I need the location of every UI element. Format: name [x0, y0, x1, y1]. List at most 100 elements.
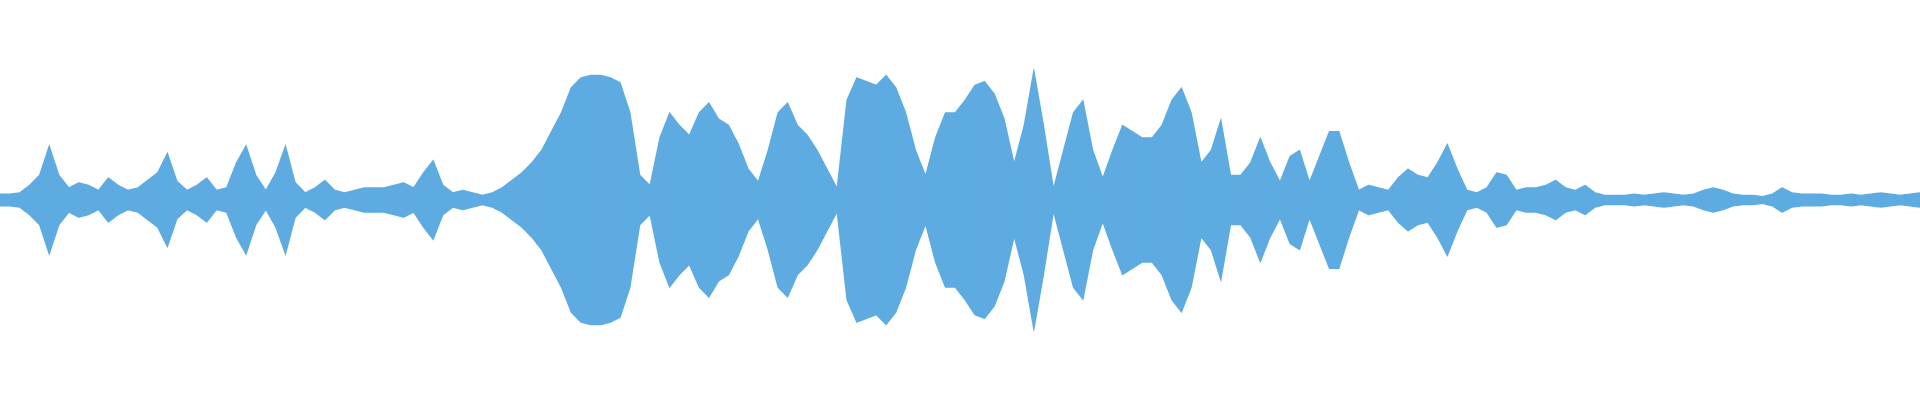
wave-segment — [1028, 68, 1040, 332]
wave-segment — [1225, 146, 1236, 254]
wave-segment — [880, 74, 892, 326]
wave-segment — [1757, 194, 1768, 206]
wave-segment — [152, 162, 163, 238]
wave-segment — [447, 188, 459, 212]
wave-segment — [1609, 194, 1620, 206]
wave-segment — [1717, 188, 1729, 212]
wave-segment — [53, 159, 65, 241]
wave-segment — [1836, 194, 1847, 206]
wave-segment — [1136, 133, 1148, 267]
wave-segment — [1127, 127, 1138, 273]
wave-segment — [63, 180, 75, 220]
wave-segment — [349, 188, 360, 212]
wave-segment — [506, 175, 518, 225]
wave-segment — [1550, 179, 1561, 221]
wave-segment — [24, 179, 35, 221]
wave-segment — [1412, 171, 1424, 229]
wave-segment — [743, 156, 754, 244]
wave-segment — [1491, 172, 1502, 228]
wave-segment — [329, 184, 340, 216]
wave-segment — [999, 106, 1010, 294]
wave-segment — [1018, 96, 1030, 304]
wave-segment — [1314, 143, 1325, 257]
wave-segment — [693, 106, 705, 294]
wave-segment — [211, 182, 222, 218]
wave-segment — [1087, 124, 1099, 276]
wave-segment — [772, 106, 784, 294]
wave-segment — [0, 193, 6, 207]
wave-segment — [1205, 134, 1217, 266]
wave-segment — [1363, 184, 1374, 216]
wave-segment — [162, 151, 173, 249]
wave-segment — [1097, 163, 1108, 237]
wave-segment — [782, 101, 793, 299]
wave-segment — [240, 144, 252, 256]
wave-segment — [1215, 118, 1227, 282]
wave-segment — [73, 182, 84, 218]
wave-segment — [1481, 178, 1492, 222]
wave-segment — [1865, 192, 1876, 208]
wave-segment — [1166, 92, 1177, 308]
wave-segment — [792, 113, 803, 287]
wave-segment — [181, 184, 193, 216]
wave-segment — [300, 186, 311, 214]
wave-segment — [1324, 130, 1335, 270]
wave-segment — [644, 161, 656, 239]
wave-segment — [1048, 156, 1059, 244]
wave-segment — [1875, 192, 1886, 208]
wave-segment — [900, 99, 912, 301]
wave-segment — [1245, 149, 1256, 251]
wave-segment — [103, 177, 114, 223]
wave-segment — [1727, 191, 1739, 209]
wave-segment — [1560, 183, 1571, 217]
wave-segment — [565, 81, 577, 319]
wave-segment — [1826, 194, 1837, 206]
wave-segment — [1520, 187, 1532, 213]
wave-segment — [920, 156, 931, 244]
wave-segment — [615, 79, 626, 321]
wave-segment — [684, 123, 695, 277]
wave-segment — [1914, 192, 1920, 208]
wave-segment — [516, 166, 528, 234]
wave-segment — [457, 189, 468, 211]
wave-segment — [752, 165, 764, 235]
wave-segment — [1678, 194, 1689, 206]
wave-segment — [1737, 194, 1748, 206]
wave-segment — [1038, 96, 1049, 304]
wave-segment — [132, 183, 144, 217]
wave-segment — [1658, 192, 1670, 208]
wave-segment — [969, 82, 980, 318]
wave-segment — [674, 117, 685, 283]
wave-segment — [1589, 188, 1601, 212]
wave-segment — [44, 144, 55, 256]
wave-segment — [1333, 130, 1345, 270]
wave-segment — [546, 121, 557, 279]
wave-segment — [959, 91, 971, 309]
wave-segment — [1304, 165, 1315, 235]
wave-segment — [1511, 181, 1522, 219]
wave-segment — [1688, 191, 1699, 209]
wave-segment — [1373, 185, 1384, 215]
wave-segment — [1461, 179, 1473, 221]
wave-segment — [989, 86, 1000, 314]
wave-segment — [871, 79, 882, 321]
wave-segment — [723, 121, 734, 279]
wave-segment — [1540, 182, 1552, 218]
wave-segment — [634, 143, 646, 257]
wave-segment — [1442, 143, 1453, 257]
wave-segment — [280, 143, 291, 257]
wave-segment — [437, 172, 449, 228]
wave-segment — [812, 141, 823, 259]
wave-segment — [1776, 187, 1788, 213]
wave-segment — [1580, 184, 1591, 216]
wave-segment — [1747, 194, 1758, 206]
wave-segment — [1629, 193, 1640, 207]
wave-segment — [388, 183, 400, 217]
wave-segment — [1619, 194, 1630, 206]
wave-segment — [1058, 131, 1069, 269]
wave-segment — [1471, 189, 1483, 211]
wave-segment — [1786, 189, 1798, 211]
wave-segment — [250, 159, 262, 241]
